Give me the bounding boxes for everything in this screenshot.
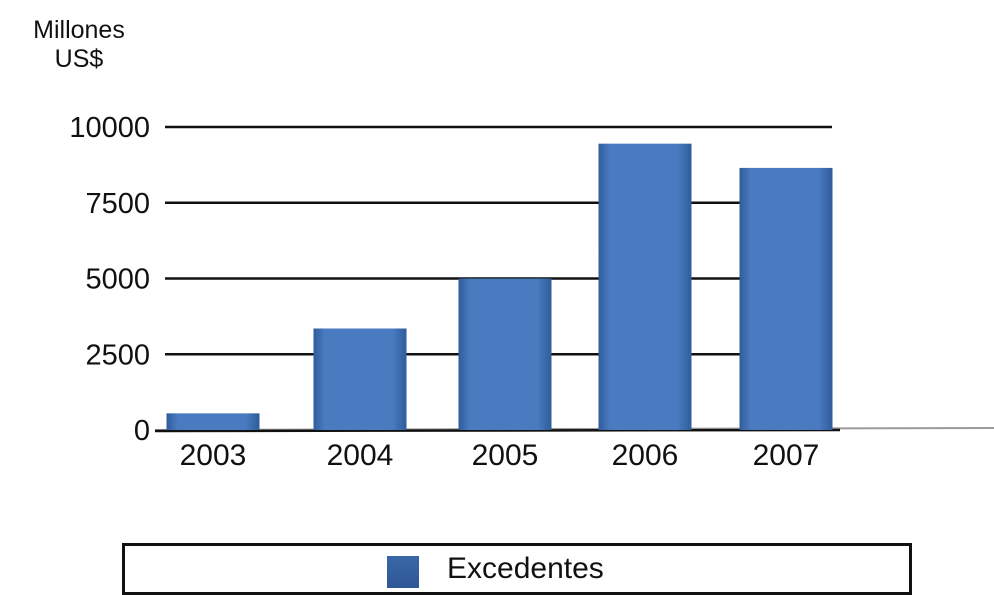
x-tick-label: 2006 (612, 439, 679, 472)
bar-chart: 0 2500 5000 7500 10000 2003 2004 2005 2006 2007 (69, 112, 994, 472)
bar-2007 (739, 167, 833, 430)
bar-2005 (458, 278, 552, 430)
legend: Excedentes (122, 543, 912, 595)
y-tick-label: 7500 (85, 188, 150, 220)
y-tick-label: 10000 (69, 112, 150, 144)
legend-label-excedentes: Excedentes (447, 552, 604, 585)
y-tick-label: 0 (134, 415, 150, 447)
x-tick-label: 2005 (472, 439, 539, 472)
x-tick-labels: 2003 2004 2005 2006 2007 (180, 439, 820, 472)
bar-2003 (166, 413, 260, 430)
x-tick-label: 2004 (327, 439, 394, 472)
x-tick-label: 2003 (180, 439, 247, 472)
x-axis-line (154, 428, 841, 433)
y-tick-label: 2500 (85, 339, 150, 371)
gridlines (154, 125, 994, 433)
y-axis-title-line-1: Millones (33, 16, 125, 44)
bar-2004 (313, 328, 407, 430)
bars (166, 143, 833, 431)
bar-2006 (598, 143, 692, 431)
y-tick-labels: 0 2500 5000 7500 10000 (69, 112, 150, 447)
y-tick-label: 5000 (85, 264, 150, 296)
legend-swatch-excedentes (387, 556, 419, 588)
y-axis-title-line-2: US$ (54, 45, 104, 73)
x-tick-label: 2007 (753, 439, 820, 472)
